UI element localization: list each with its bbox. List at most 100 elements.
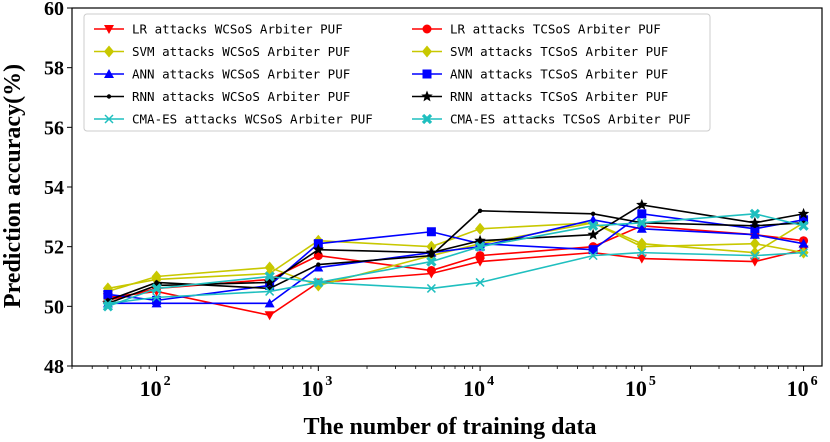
data-point <box>263 276 276 288</box>
legend-item: RNN attacks WCSoS Arbiter PUF <box>94 89 350 104</box>
data-point <box>312 243 325 255</box>
data-point <box>103 289 113 299</box>
legend-item: SVM attacks WCSoS Arbiter PUF <box>94 44 350 59</box>
data-point <box>749 216 761 228</box>
data-point <box>426 266 436 276</box>
y-tick-label: 56 <box>44 117 64 139</box>
data-point <box>637 209 647 219</box>
data-point <box>636 217 647 228</box>
data-point <box>474 234 486 246</box>
series-10 <box>102 208 809 312</box>
data-point <box>264 311 275 321</box>
legend-item: CMA-ES attacks TCSoS Arbiter PUF <box>412 112 691 127</box>
y-tick-label: 54 <box>44 177 64 199</box>
data-point <box>749 237 760 250</box>
legend-item: CMA-ES attacks WCSoS Arbiter PUF <box>94 112 373 127</box>
data-point <box>426 283 436 293</box>
x-tick-label: 10 <box>301 376 323 401</box>
data-point <box>588 245 598 255</box>
legend-label: ANN attacks WCSoS Arbiter PUF <box>132 67 350 82</box>
y-tick-label: 60 <box>44 0 64 20</box>
data-point <box>151 270 162 283</box>
x-tick-exponent: 4 <box>487 374 494 389</box>
legend-swatch-marker <box>421 90 433 102</box>
data-point <box>316 262 321 267</box>
legend-item: ANN attacks WCSoS Arbiter PUF <box>94 67 350 82</box>
x-tick-exponent: 5 <box>649 374 656 389</box>
data-point <box>475 251 485 261</box>
legend-swatch-marker <box>421 113 433 125</box>
series-line <box>107 213 804 308</box>
data-point <box>750 224 760 234</box>
data-point <box>151 283 162 294</box>
legend-label: CMA-ES attacks WCSoS Arbiter PUF <box>132 112 373 127</box>
data-point <box>798 220 809 231</box>
x-tick-label: 10 <box>140 376 162 401</box>
data-point <box>264 271 275 282</box>
legend-swatch-marker <box>104 25 114 34</box>
x-axis-label: The number of training data <box>304 414 597 440</box>
data-point <box>587 228 599 240</box>
legend-label: RNN attacks WCSoS Arbiter PUF <box>132 89 350 104</box>
legend-swatch-marker <box>104 45 114 58</box>
legend-label: LR attacks TCSoS Arbiter PUF <box>450 22 661 37</box>
data-point <box>636 237 647 250</box>
legend-label: ANN attacks TCSoS Arbiter PUF <box>450 67 668 82</box>
data-point <box>637 248 647 258</box>
data-point <box>587 220 599 231</box>
legend-item: LR attacks TCSoS Arbiter PUF <box>412 22 661 37</box>
data-point <box>425 246 438 258</box>
data-point <box>313 277 324 288</box>
data-point <box>475 239 485 249</box>
data-point <box>474 241 486 252</box>
legend-label: SVM attacks WCSoS Arbiter PUF <box>132 44 350 59</box>
legend-swatch-marker <box>104 69 114 78</box>
data-point <box>750 251 760 261</box>
data-point <box>588 251 598 261</box>
data-point <box>313 262 324 272</box>
data-point <box>477 208 483 214</box>
x-tick-exponent: 6 <box>811 374 818 389</box>
y-axis-label: Prediction accuracy(%) <box>0 64 26 308</box>
data-point <box>636 223 647 233</box>
series-line <box>107 219 804 305</box>
legend-box <box>83 13 711 132</box>
series-line <box>107 210 804 302</box>
legend-swatch-marker <box>422 45 432 58</box>
series-line <box>107 213 804 302</box>
data-point <box>150 279 163 291</box>
x-tick-label: 10 <box>625 376 647 401</box>
data-point <box>102 301 114 312</box>
legend-swatch-marker <box>106 94 112 99</box>
data-point <box>265 280 275 290</box>
data-point <box>636 198 648 210</box>
legend-swatch-marker <box>104 114 114 124</box>
x-tick-label: 10 <box>787 376 809 401</box>
legend-label: RNN attacks TCSoS Arbiter PUF <box>450 89 668 104</box>
data-point <box>475 277 485 287</box>
y-tick-label: 58 <box>44 58 64 80</box>
data-point <box>152 295 162 305</box>
legend-swatch-marker <box>422 24 432 34</box>
data-point <box>797 207 810 219</box>
series-9 <box>103 248 809 308</box>
data-point <box>749 257 760 267</box>
series-7 <box>105 208 806 303</box>
legend-label: SVM attacks TCSoS Arbiter PUF <box>450 44 668 59</box>
legend-item: SVM attacks TCSoS Arbiter PUF <box>412 44 668 59</box>
x-tick-exponent: 2 <box>164 374 171 389</box>
data-point <box>265 286 275 296</box>
legend-item: ANN attacks TCSoS Arbiter PUF <box>412 67 668 82</box>
data-point <box>426 256 437 267</box>
series-line <box>107 204 804 305</box>
data-point <box>590 211 596 217</box>
y-tick-label: 50 <box>44 296 64 318</box>
legend-item: LR attacks WCSoS Arbiter PUF <box>94 22 343 37</box>
data-point <box>475 222 486 235</box>
legend-label: CMA-ES attacks TCSoS Arbiter PUF <box>450 112 691 127</box>
series-line <box>107 251 804 305</box>
y-tick-label: 48 <box>44 356 64 378</box>
data-point <box>636 254 647 264</box>
legend-swatch-marker <box>422 69 432 79</box>
